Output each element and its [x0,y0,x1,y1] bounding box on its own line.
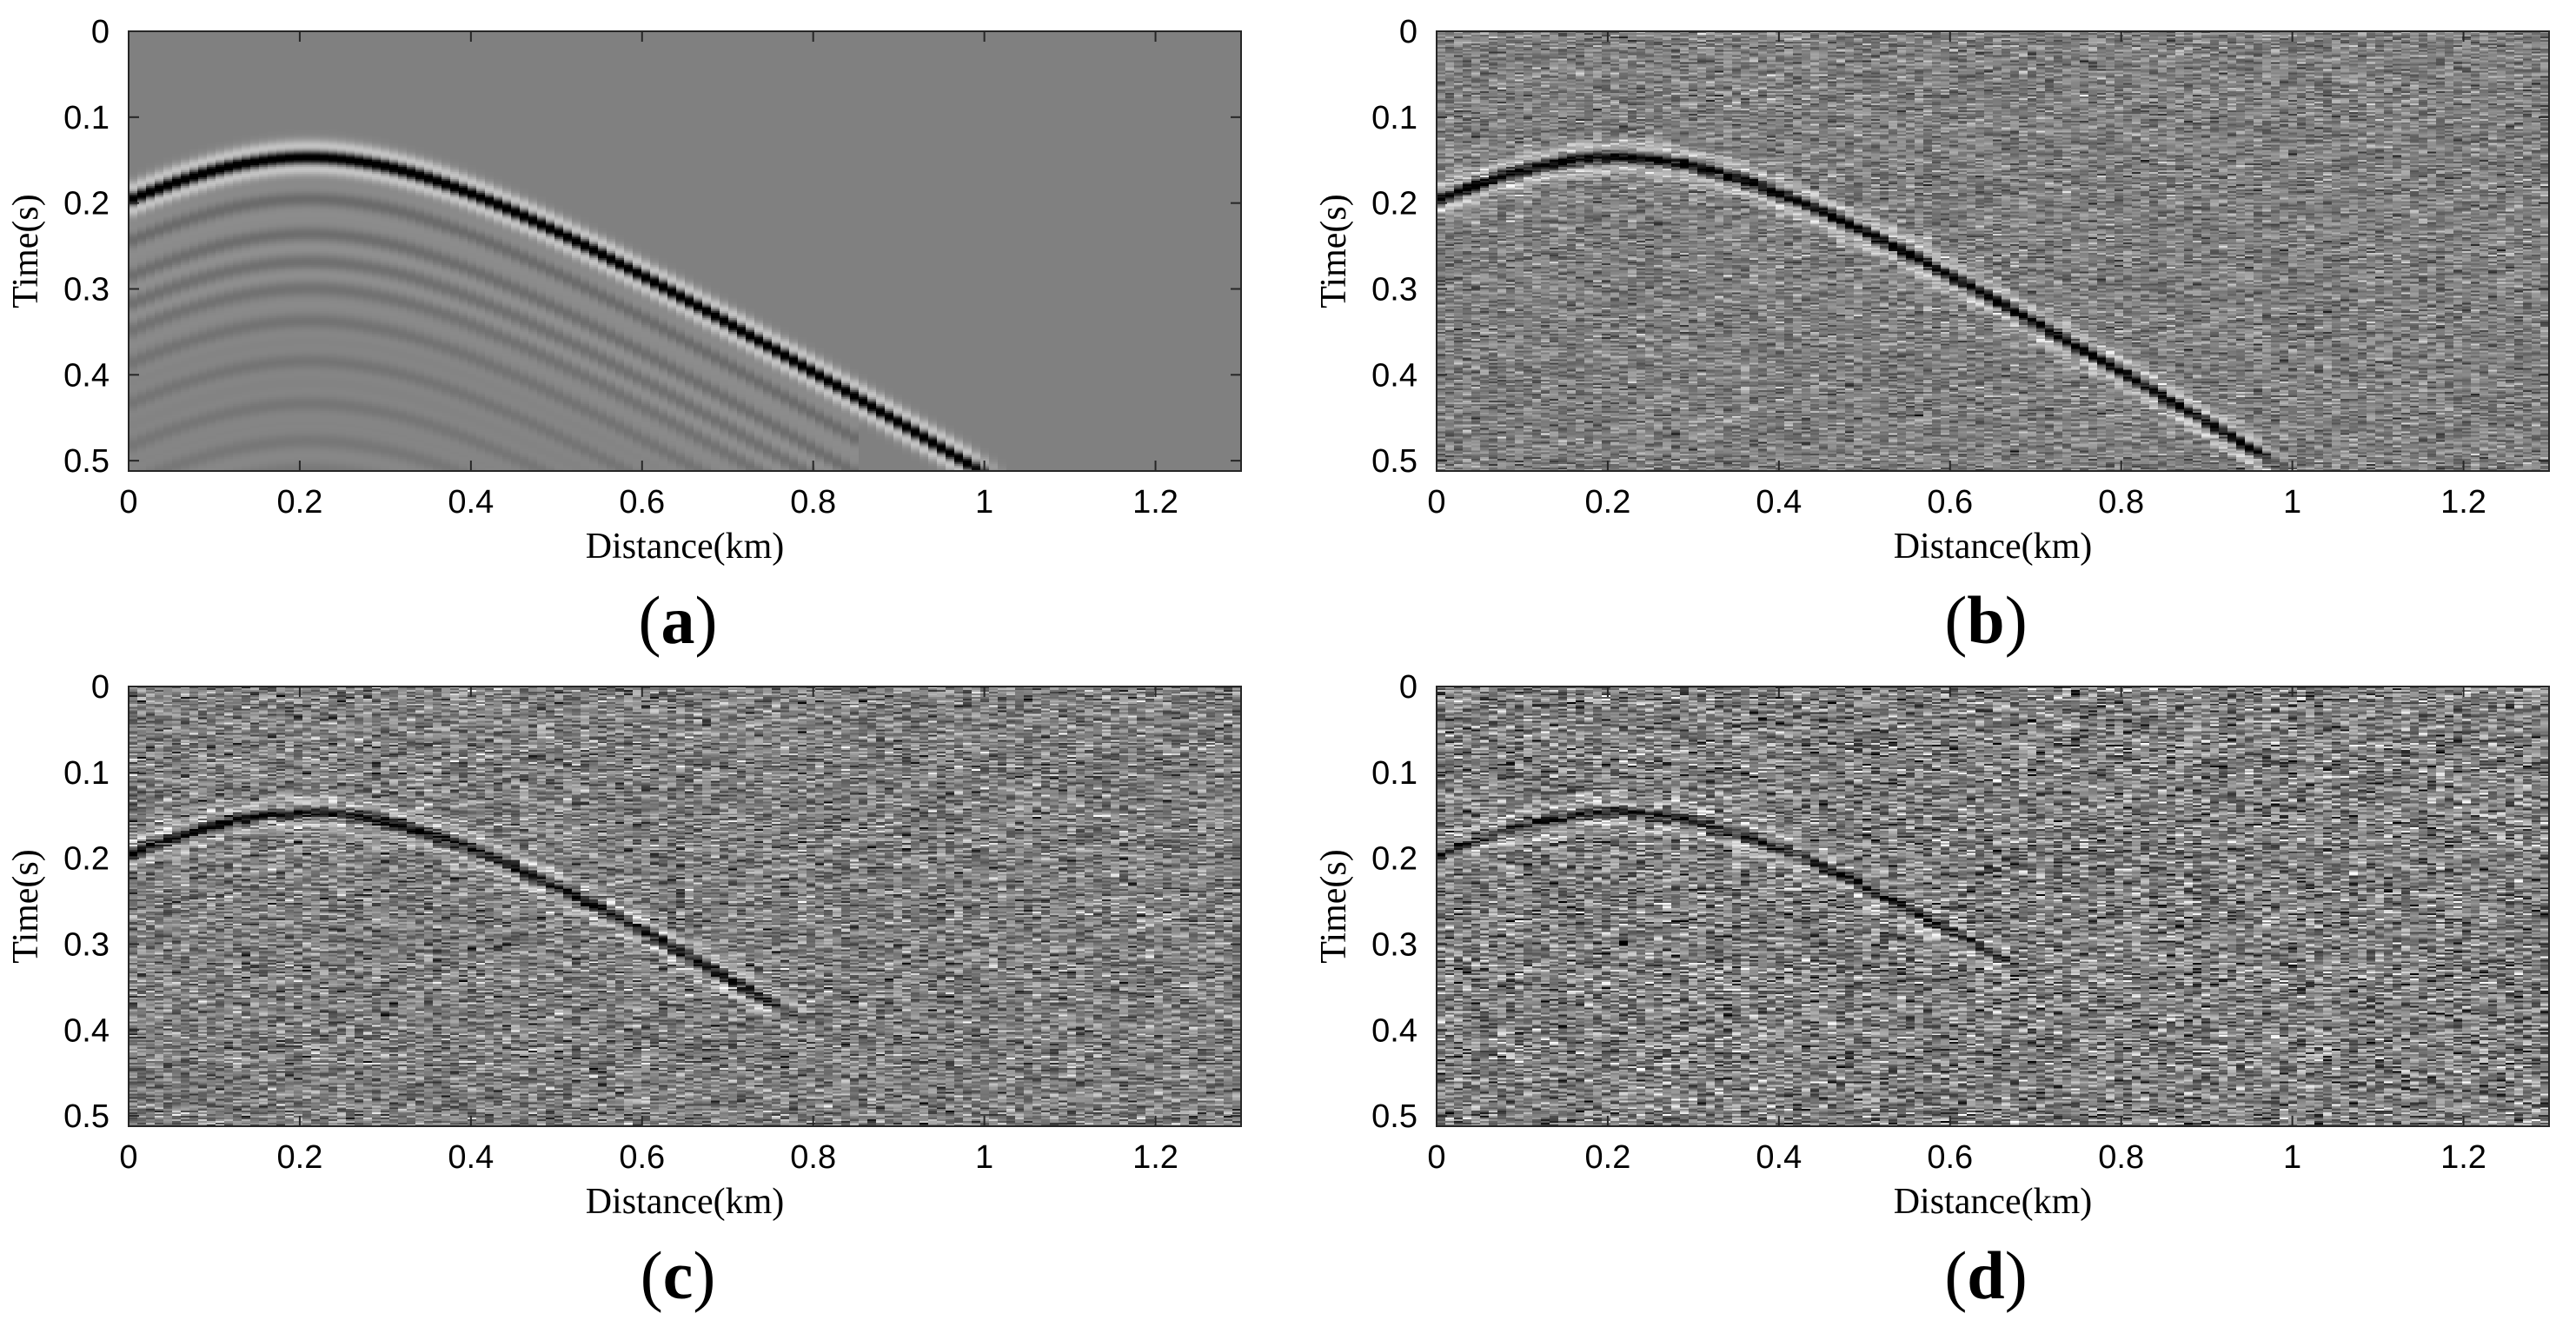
x-tick-label: 0.2 [1585,1139,1631,1176]
axes-frame [1436,30,2550,472]
panel-c: 0 0.2 0.4 0.6 0.8 1 1.2 0 0.1 0.2 0.3 0.4 0.5 Distanc… [6,669,1242,1313]
x-tick-label: 0 [1427,484,1445,521]
y-tick-label: 0.1 [63,100,110,136]
y-axis-label: Time(s) [1314,849,1354,963]
panel-b: 0 0.2 0.4 0.6 0.8 1 1.2 0 0.1 0.2 0.3 0.4 0.5 Distanc… [1314,14,2550,658]
x-tick-label: 1.2 [2440,484,2486,521]
y-tick-label: 0.5 [1371,443,1417,480]
x-tick-label: 0.6 [619,1139,665,1176]
x-tick-label: 1.2 [1132,1139,1178,1176]
seismic-image [1437,687,2549,1126]
y-tick-label: 0.5 [1371,1098,1417,1135]
x-tick-label: 0.2 [277,484,323,521]
x-tick-label: 0.6 [619,484,665,521]
panel-d: 0 0.2 0.4 0.6 0.8 1 1.2 0 0.1 0.2 0.3 0.4 0.5 Distanc… [1314,669,2550,1313]
y-tick-label: 0.5 [63,443,110,480]
y-tick-label: 0.1 [1371,755,1417,792]
panel-label: (b) [1944,582,2027,658]
panel-label: (d) [1944,1237,2027,1313]
y-tick-label: 0.4 [1371,357,1417,394]
y-tick-label: 0.2 [63,186,110,222]
y-tick-label: 0.1 [63,755,110,792]
seismic-image [129,31,1241,471]
seismic-image [129,687,1241,1126]
panel-label: (c) [641,1237,716,1313]
y-tick-label: 0.3 [1371,271,1417,308]
axes-frame [1436,686,2550,1127]
x-tick-label: 0.6 [1927,1139,1973,1176]
axes-frame [128,30,1242,472]
axes-frame [128,686,1242,1127]
x-tick-label: 1 [975,484,993,521]
x-tick-label: 0.2 [1585,484,1631,521]
y-tick-label: 0.4 [1371,1012,1417,1049]
y-tick-label: 0.2 [63,841,110,878]
x-tick-label: 0.4 [448,1139,494,1176]
y-tick-label: 0.1 [1371,100,1417,136]
x-tick-label: 1 [2283,484,2301,521]
x-tick-label: 0 [119,1139,137,1176]
x-tick-label: 0.4 [1756,1139,1802,1176]
y-tick-label: 0.5 [63,1098,110,1135]
x-tick-label: 0.8 [790,484,836,521]
y-tick-label: 0 [91,14,110,50]
x-tick-label: 1 [2283,1139,2301,1176]
y-tick-label: 0.2 [1371,841,1417,878]
y-tick-label: 0.4 [63,357,110,394]
y-axis-label: Time(s) [6,194,46,308]
x-tick-label: 0.2 [277,1139,323,1176]
x-tick-label: 1.2 [2440,1139,2486,1176]
y-tick-label: 0 [1399,14,1417,50]
x-axis-label: Distance(km) [586,527,785,567]
y-axis-label: Time(s) [6,849,46,963]
y-tick-label: 0 [1399,669,1417,706]
y-tick-label: 0 [91,669,110,706]
y-tick-label: 0.3 [63,926,110,963]
x-tick-label: 1 [975,1139,993,1176]
x-tick-label: 0.6 [1927,484,1973,521]
x-tick-label: 0.4 [448,484,494,521]
y-tick-label: 0.2 [1371,186,1417,222]
seismic-image [1437,31,2549,471]
y-tick-label: 0.4 [63,1012,110,1049]
x-tick-label: 0.8 [2098,484,2144,521]
x-tick-label: 0 [119,484,137,521]
x-axis-label: Distance(km) [1894,1182,2093,1222]
y-tick-label: 0.3 [1371,926,1417,963]
x-tick-label: 0.4 [1756,484,1802,521]
x-tick-label: 0 [1427,1139,1445,1176]
y-axis-label: Time(s) [1314,194,1354,308]
x-tick-label: 0.8 [2098,1139,2144,1176]
x-axis-label: Distance(km) [1894,527,2093,567]
x-tick-label: 1.2 [1132,484,1178,521]
panel-a: 0 0.2 0.4 0.6 0.8 1 1.2 0 0.1 0.2 0.3 0.4 0.5 Distanc… [6,14,1242,658]
x-tick-label: 0.8 [790,1139,836,1176]
panel-label: (a) [639,582,718,658]
x-axis-label: Distance(km) [586,1182,785,1222]
y-tick-label: 0.3 [63,271,110,308]
